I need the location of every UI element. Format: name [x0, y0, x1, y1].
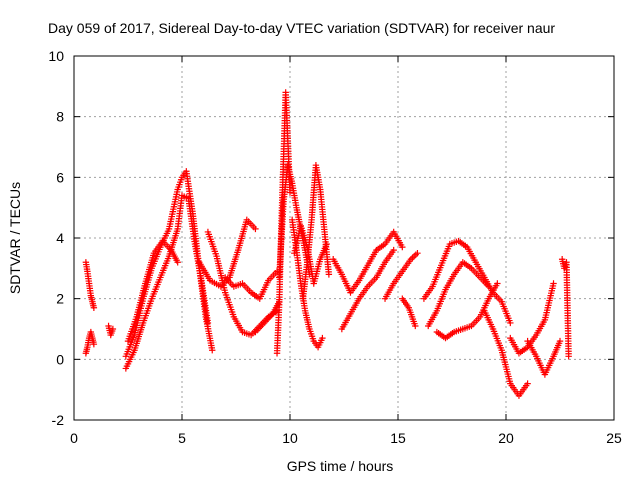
y-tick-label: 10: [48, 48, 64, 64]
point-arc-e2: [390, 246, 397, 254]
point-arc-b3: [174, 259, 181, 266]
point-arc-f2: [485, 283, 492, 290]
point-arc-d5: [323, 240, 330, 248]
x-tick-label: 10: [282, 430, 298, 446]
x-tick-label: 15: [390, 430, 406, 446]
point-arc-e1: [399, 243, 406, 251]
point-arc-f1: [507, 319, 514, 327]
y-tick-label: 2: [56, 291, 64, 307]
grid: [74, 56, 614, 420]
y-tick-label: 4: [56, 230, 64, 246]
point-arc-a1: [90, 304, 98, 311]
point-arc-d4: [325, 271, 333, 278]
point-arc-e3: [414, 249, 421, 257]
point-arc-e3: [409, 254, 416, 261]
point-arc-f3: [494, 280, 501, 287]
x-tick-label: 5: [178, 430, 186, 446]
point-arc-b1: [209, 347, 216, 354]
chart-title: Day 059 of 2017, Sidereal Day-to-day VTE…: [48, 20, 555, 36]
x-tick-label: 0: [70, 430, 78, 446]
x-tick-label: 20: [498, 430, 514, 446]
x-axis-title: GPS time / hours: [287, 458, 394, 474]
point-arc-g3: [565, 353, 572, 360]
axis-ticks: 0 5 10 15 20 25 -2 0 2 4 6 8 10: [48, 48, 622, 446]
point-arc-b2: [204, 319, 212, 327]
y-tick-label: 6: [56, 169, 64, 185]
point-arc-d3: [319, 334, 326, 342]
y-tick-label: 0: [56, 351, 64, 367]
point-arc-e3: [412, 251, 420, 258]
point-arc-g1: [550, 280, 557, 287]
point-arc-f4: [524, 380, 531, 387]
y-tick-label: 8: [56, 109, 64, 125]
point-arc-g2: [556, 337, 564, 345]
point-arc-c1: [252, 225, 259, 233]
point-arc-a2: [90, 340, 98, 348]
x-tick-label: 25: [606, 430, 622, 446]
point-arc-a3: [109, 325, 117, 333]
point-arc-e4: [412, 322, 419, 330]
point-arc-d1: [286, 189, 294, 196]
y-axis-title: SDTVAR / TECUs: [7, 182, 23, 294]
y-tick-label: -2: [52, 412, 65, 428]
data-points: [82, 89, 572, 399]
point-arc-e3: [411, 253, 418, 260]
